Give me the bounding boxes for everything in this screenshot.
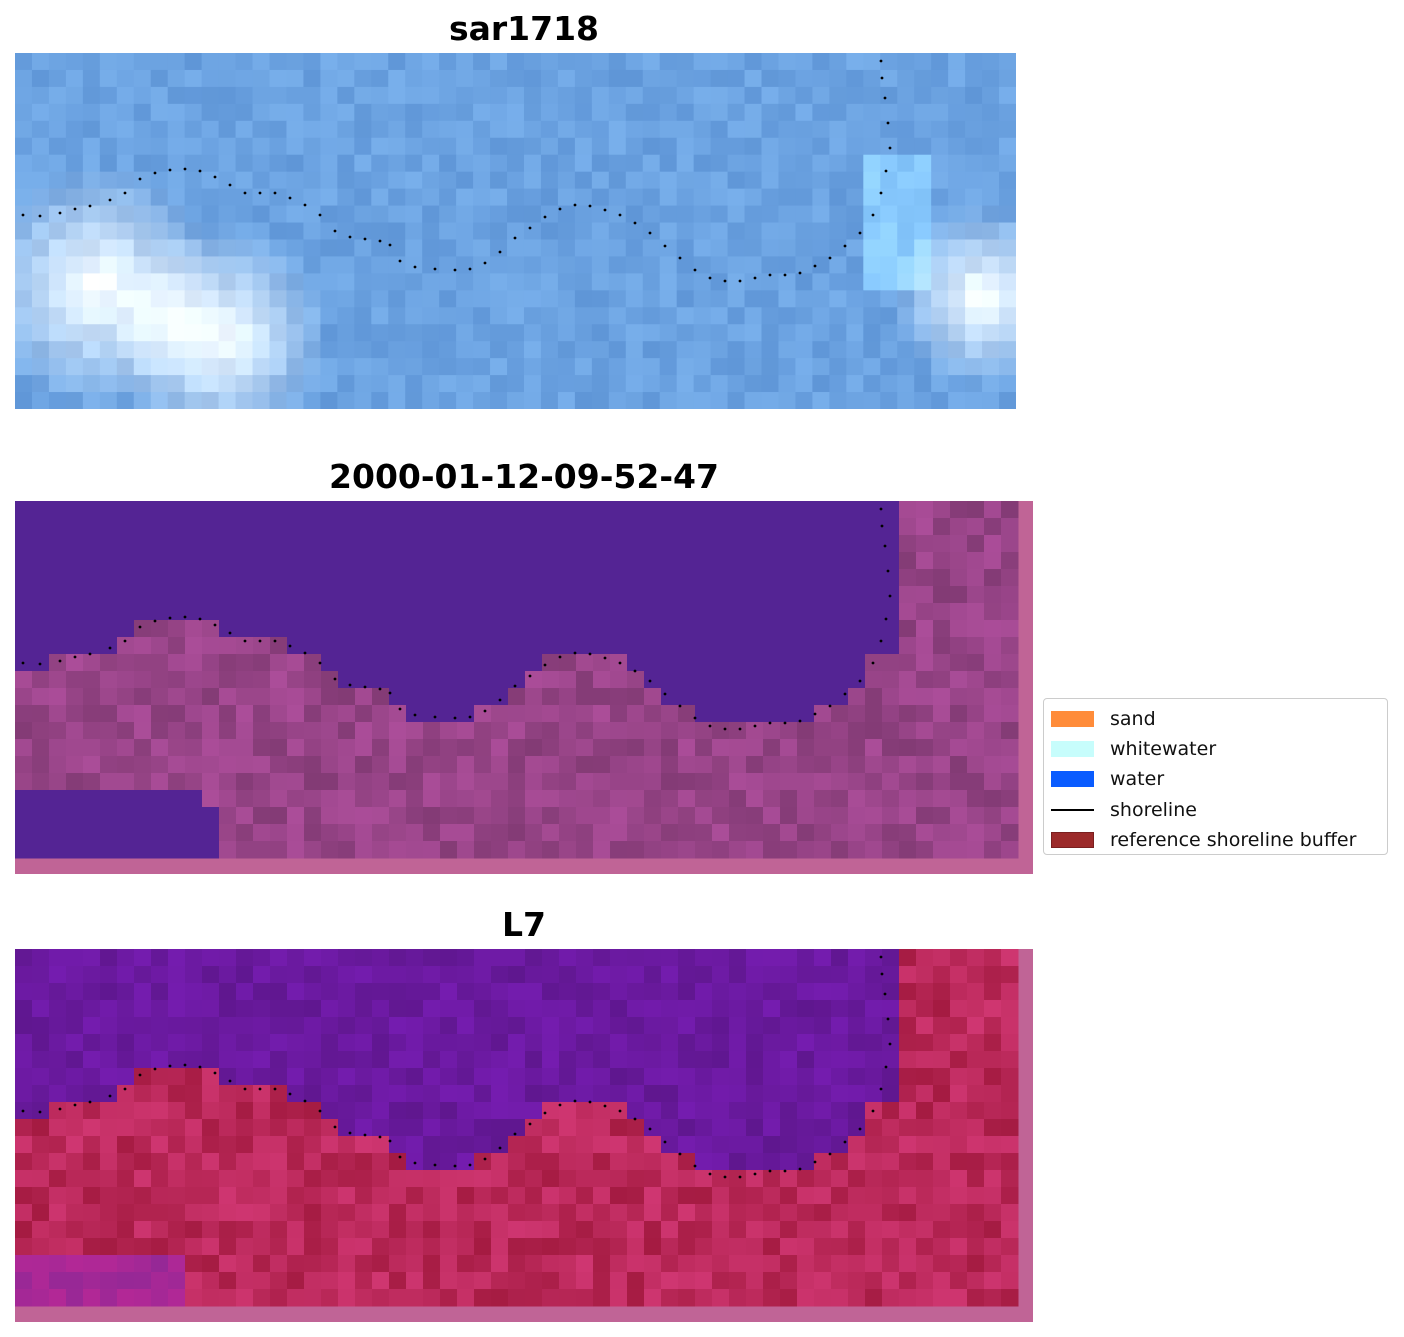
legend-item-whitewater: whitewater [1051, 734, 1380, 764]
whitewater-swatch [1051, 741, 1094, 758]
legend-item-shoreline: shoreline [1051, 795, 1380, 825]
legend-item-sand: sand [1051, 704, 1380, 734]
water-swatch [1051, 771, 1094, 788]
buffer-swatch [1051, 831, 1094, 848]
rgb-image-panel [15, 53, 1016, 409]
legend-item-water: water [1051, 764, 1380, 794]
rgb-image [15, 53, 1016, 409]
index-image [15, 949, 1033, 1322]
legend-item-buffer: reference shoreline buffer [1051, 825, 1380, 855]
classified-image-panel [15, 501, 1033, 874]
panel-title-2: 2000-01-12-09-52-47 [329, 457, 719, 496]
legend-label-whitewater: whitewater [1110, 738, 1217, 761]
legend-label-sand: sand [1110, 708, 1156, 731]
classified-image [15, 501, 1033, 874]
legend-label-water: water [1110, 768, 1165, 791]
legend-label-buffer: reference shoreline buffer [1110, 828, 1357, 851]
sand-swatch [1051, 711, 1094, 728]
panel-title-1: sar1718 [448, 9, 600, 48]
shoreline-swatch [1051, 808, 1094, 811]
legend: sand whitewater water shoreline referenc… [1043, 698, 1388, 855]
shoreline-dots [21, 59, 892, 283]
index-image-panel [15, 949, 1033, 1322]
shoreline-dots [21, 507, 892, 731]
panel-title-3: L7 [502, 905, 546, 944]
legend-label-shoreline: shoreline [1110, 798, 1197, 821]
shoreline-dots [21, 955, 892, 1179]
